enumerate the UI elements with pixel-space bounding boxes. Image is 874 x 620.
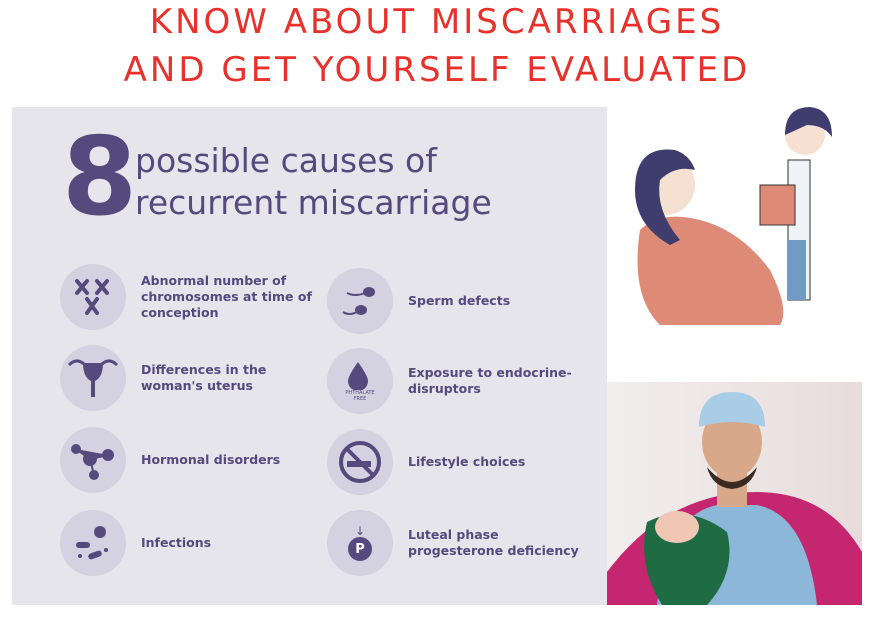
cause-item: Sperm defects [327, 268, 583, 334]
phthalate-drop-icon: PHTHALATE FREE [327, 348, 393, 414]
uterus-icon [60, 345, 126, 411]
bacteria-icon [60, 510, 126, 576]
cause-label: Abnormal number of chromosomes at time o… [141, 273, 312, 320]
page-title-line1: KNOW ABOUT MISCARRIAGES [149, 2, 725, 42]
progesterone-icon: ↓ P [327, 510, 393, 576]
cause-label: Lifestyle choices [408, 454, 526, 469]
cause-label: Hormonal disorders [141, 452, 281, 467]
cause-item: Infections [60, 510, 316, 576]
no-smoking-icon [327, 429, 393, 495]
cause-item: Abnormal number of chromosomes at time o… [60, 264, 316, 330]
sperm-icon [327, 268, 393, 334]
cause-label: Infections [141, 535, 212, 550]
phthalate-free-text: PHTHALATE FREE [345, 390, 375, 402]
heading-line1: possible causes of [135, 141, 437, 180]
chromosomes-icon [60, 264, 126, 330]
cause-item: Hormonal disorders [60, 427, 316, 493]
cause-label: Differences in the woman's uterus [141, 362, 267, 393]
pregnant-woman-doctor-illustration [635, 107, 832, 325]
big-number: 8 [62, 115, 138, 240]
down-arrow-icon: ↓ [354, 524, 366, 538]
cause-label: Exposure to endocrine-disruptors [408, 365, 572, 396]
cause-item: ↓ P Luteal phase progesterone deficiency [327, 510, 583, 576]
page-title-line2: AND GET YOURSELF EVALUATED [123, 50, 751, 90]
doctor-holding-baby-photo [607, 382, 862, 605]
molecule-icon [60, 427, 126, 493]
infographic-heading: possible causes of recurrent miscarriage [135, 140, 492, 224]
heading-line2: recurrent miscarriage [135, 183, 492, 222]
cause-label: Luteal phase progesterone deficiency [408, 527, 579, 558]
cause-item: PHTHALATE FREE Exposure to endocrine-dis… [327, 348, 583, 414]
cause-item: Differences in the woman's uterus [60, 345, 316, 411]
progesterone-p: P [348, 537, 372, 561]
cause-item: Lifestyle choices [327, 429, 583, 495]
cause-label: Sperm defects [408, 293, 511, 308]
